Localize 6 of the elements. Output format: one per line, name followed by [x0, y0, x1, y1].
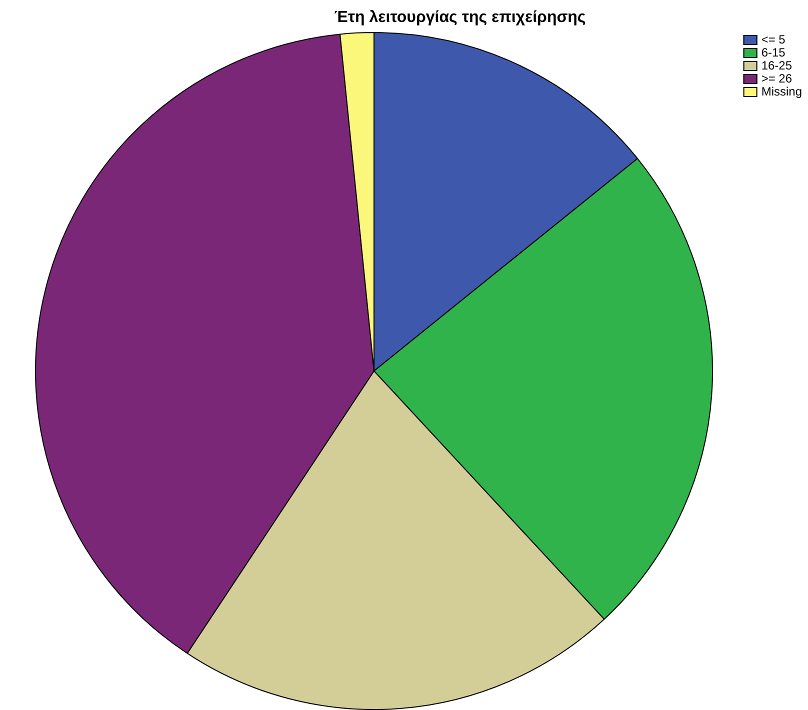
legend-label: 16-25	[761, 58, 792, 72]
chart-title: Έτη λειτουργίας της επιχείρησης	[334, 9, 586, 26]
legend-label: Missing	[761, 84, 802, 98]
legend-label: >= 26	[761, 71, 792, 86]
legend-label: <= 5	[761, 32, 786, 46]
legend-label: 6-15	[761, 45, 786, 60]
